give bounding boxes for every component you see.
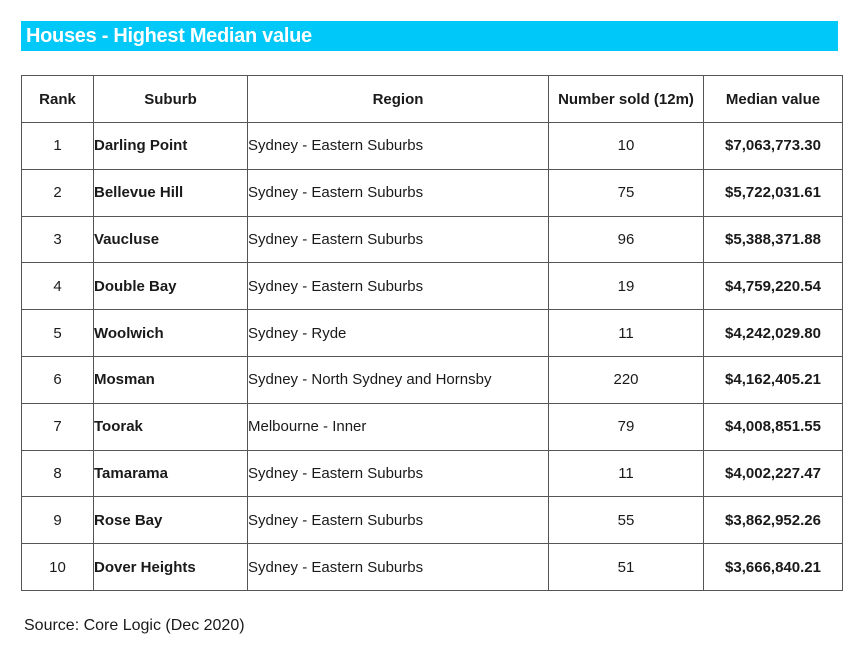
cell-suburb: Bellevue Hill	[93, 168, 248, 217]
cell-region: Sydney - Eastern Suburbs	[247, 215, 549, 264]
cell-rank: 7	[21, 402, 94, 451]
table-row: 1 Darling Point Sydney - Eastern Suburbs 10…	[21, 122, 843, 170]
column-header-region: Region	[247, 75, 549, 123]
cell-region: Sydney - Eastern Suburbs	[247, 122, 549, 170]
cell-number-sold: 11	[548, 449, 704, 498]
cell-median-value: $4,002,227.47	[703, 449, 843, 498]
cell-suburb: Dover Heights	[93, 543, 248, 591]
cell-number-sold: 96	[548, 215, 704, 264]
cell-median-value: $5,388,371.88	[703, 215, 843, 264]
cell-suburb: Vaucluse	[93, 215, 248, 264]
column-header-median-value: Median value	[703, 75, 843, 123]
table-body: 1 Darling Point Sydney - Eastern Suburbs 10…	[21, 122, 843, 591]
column-header-number-sold: Number sold (12m)	[548, 75, 704, 123]
cell-number-sold: 10	[548, 122, 704, 170]
cell-number-sold: 79	[548, 402, 704, 451]
cell-number-sold: 11	[548, 309, 704, 357]
table-row: 9 Rose Bay Sydney - Eastern Suburbs 55 $3,86…	[21, 496, 843, 545]
cell-median-value: $4,008,851.55	[703, 402, 843, 451]
cell-region: Sydney - Eastern Suburbs	[247, 449, 549, 498]
cell-median-value: $7,063,773.30	[703, 122, 843, 170]
table-row: 6 Mosman Sydney - North Sydney and Hornsby…	[21, 355, 843, 404]
table-row: 10 Dover Heights Sydney - Eastern Suburbs 5…	[21, 543, 843, 591]
source-note: Source: Core Logic (Dec 2020)	[24, 617, 245, 634]
cell-rank: 4	[21, 262, 94, 311]
table-row: 5 Woolwich Sydney - Ryde 11 $4,242,029.80	[21, 309, 843, 357]
table-row: 7 Toorak Melbourne - Inner 79 $4,008,851.55	[21, 402, 843, 451]
cell-median-value: $5,722,031.61	[703, 168, 843, 217]
cell-suburb: Rose Bay	[93, 496, 248, 545]
cell-rank: 1	[21, 122, 94, 170]
title-banner: Houses - Highest Median value	[21, 21, 838, 51]
cell-number-sold: 19	[548, 262, 704, 311]
cell-suburb: Woolwich	[93, 309, 248, 357]
cell-median-value: $4,242,029.80	[703, 309, 843, 357]
cell-median-value: $4,759,220.54	[703, 262, 843, 311]
table-row: 3 Vaucluse Sydney - Eastern Suburbs 96 $5,38…	[21, 215, 843, 264]
cell-suburb: Double Bay	[93, 262, 248, 311]
cell-median-value: $3,666,840.21	[703, 543, 843, 591]
cell-rank: 5	[21, 309, 94, 357]
cell-suburb: Darling Point	[93, 122, 248, 170]
cell-region: Sydney - North Sydney and Hornsby	[247, 355, 549, 404]
column-header-rank: Rank	[21, 75, 94, 123]
cell-number-sold: 55	[548, 496, 704, 545]
cell-region: Sydney - Ryde	[247, 309, 549, 357]
cell-number-sold: 51	[548, 543, 704, 591]
cell-region: Sydney - Eastern Suburbs	[247, 168, 549, 217]
cell-rank: 3	[21, 215, 94, 264]
cell-rank: 9	[21, 496, 94, 545]
cell-suburb: Mosman	[93, 355, 248, 404]
cell-region: Sydney - Eastern Suburbs	[247, 262, 549, 311]
cell-region: Melbourne - Inner	[247, 402, 549, 451]
table-row: 8 Tamarama Sydney - Eastern Suburbs 11 $4,00…	[21, 449, 843, 498]
cell-median-value: $4,162,405.21	[703, 355, 843, 404]
table-row: 4 Double Bay Sydney - Eastern Suburbs 19 $4,…	[21, 262, 843, 311]
cell-rank: 10	[21, 543, 94, 591]
median-value-table: Rank Suburb Region Number sold (12m) Med…	[21, 75, 843, 591]
cell-rank: 2	[21, 168, 94, 217]
cell-rank: 6	[21, 355, 94, 404]
page-title: Houses - Highest Median value	[26, 24, 312, 47]
cell-suburb: Toorak	[93, 402, 248, 451]
cell-number-sold: 75	[548, 168, 704, 217]
cell-suburb: Tamarama	[93, 449, 248, 498]
cell-number-sold: 220	[548, 355, 704, 404]
table-row: 2 Bellevue Hill Sydney - Eastern Suburbs 75…	[21, 168, 843, 217]
table-header-row: Rank Suburb Region Number sold (12m) Med…	[21, 75, 843, 123]
cell-median-value: $3,862,952.26	[703, 496, 843, 545]
cell-region: Sydney - Eastern Suburbs	[247, 496, 549, 545]
column-header-suburb: Suburb	[93, 75, 248, 123]
cell-region: Sydney - Eastern Suburbs	[247, 543, 549, 591]
cell-rank: 8	[21, 449, 94, 498]
